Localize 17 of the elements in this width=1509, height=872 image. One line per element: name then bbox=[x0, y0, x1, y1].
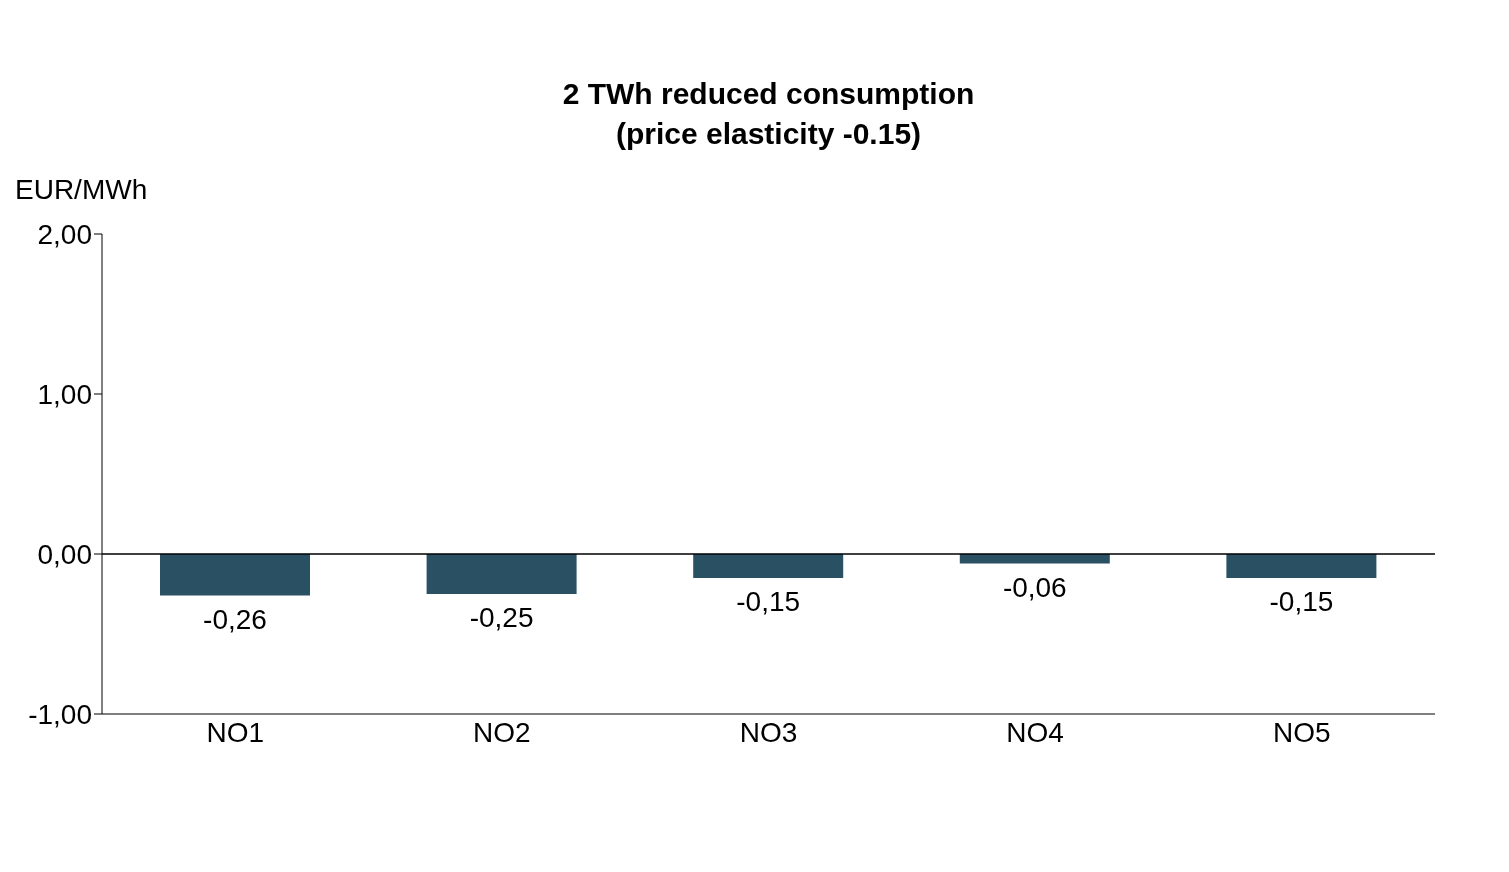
data-label: -0,26 bbox=[203, 603, 267, 635]
y-tick-label: -1,00 bbox=[28, 698, 92, 730]
y-tick-label: 1,00 bbox=[37, 378, 92, 410]
data-label: -0,06 bbox=[1002, 571, 1067, 603]
x-tick-label: NO5 bbox=[1272, 716, 1331, 748]
y-axis-title: EUR/MWh bbox=[15, 174, 148, 206]
x-tick-label: NO2 bbox=[473, 716, 531, 748]
x-tick-label: NO1 bbox=[206, 716, 265, 748]
y-tick-label: 2,00 bbox=[37, 218, 92, 250]
data-label: -0,25 bbox=[469, 602, 534, 633]
x-tick-label: NO3 bbox=[739, 716, 798, 748]
y-tick-label: 0,00 bbox=[37, 538, 92, 570]
chart-subtitle: (price elasticity -0.15) bbox=[614, 116, 923, 152]
chart-title: 2 TWh reduced consumption bbox=[561, 76, 976, 112]
data-label: -0,15 bbox=[736, 586, 801, 617]
data-label: -0,15 bbox=[1269, 586, 1334, 617]
x-tick-label: NO4 bbox=[1006, 716, 1064, 748]
